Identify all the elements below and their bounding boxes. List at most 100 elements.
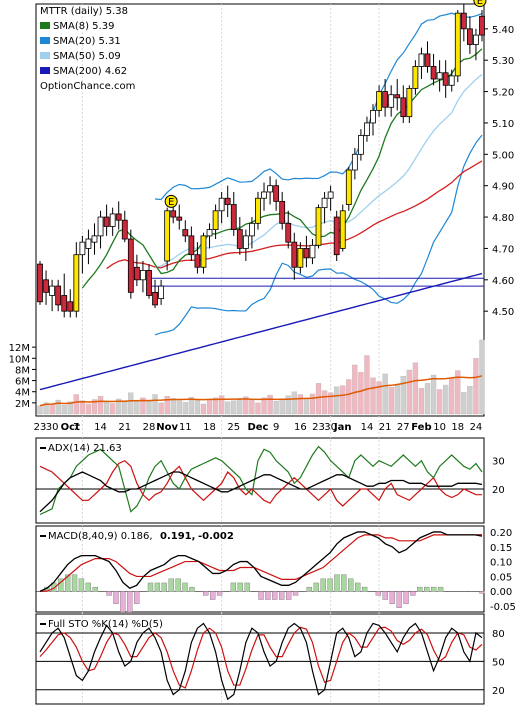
volume-bar: [158, 402, 164, 415]
volume-bar: [237, 398, 243, 415]
candle-body: [115, 213, 122, 221]
volume-bar: [334, 386, 340, 415]
price-tick-label: 4.80: [492, 213, 514, 224]
macd-histogram-bar: [99, 591, 105, 592]
candle-body: [230, 204, 237, 231]
macd-histogram-bar: [251, 591, 257, 592]
macd-histogram-bar: [361, 586, 368, 592]
macd-histogram-bar: [161, 582, 167, 592]
macd-label: MACD(8,40,9) 0.186,: [48, 531, 153, 542]
volume-bar: [297, 394, 304, 415]
macd-histogram-bar: [403, 591, 409, 604]
candle-body: [37, 263, 43, 303]
volume-bar: [364, 355, 370, 415]
x-axis-label: 10: [433, 422, 446, 433]
macd-histogram-bar: [396, 591, 402, 608]
volume-bar: [436, 389, 443, 415]
macd-histogram-bar: [410, 591, 416, 596]
volume-bar: [128, 392, 134, 415]
volume-bar: [55, 399, 61, 415]
candle-body: [436, 72, 443, 80]
volume-tick-label: 4M: [15, 388, 30, 399]
macd-histogram-bar: [210, 591, 216, 600]
candle-body: [358, 135, 364, 155]
price-tick-label: 5.10: [492, 119, 514, 130]
candle-body: [273, 185, 280, 202]
adx-panel-frame: [35, 437, 485, 524]
minus-di-line: [39, 459, 482, 507]
macd-histogram-bar: [368, 591, 375, 592]
candle-body: [224, 197, 231, 205]
price-tick-label: 5.00: [492, 150, 514, 161]
candle-body: [297, 248, 304, 268]
volume-bar: [61, 404, 67, 415]
x-axis-label: 14: [361, 422, 374, 433]
volume-bar: [67, 401, 73, 415]
candle-body: [267, 185, 273, 193]
macd-histogram-bar: [458, 591, 464, 592]
candle-body: [152, 291, 158, 306]
candle-body: [249, 222, 255, 237]
legend-label: SMA(50) 5.09: [53, 51, 121, 62]
price-tick-label: 4.60: [492, 276, 514, 287]
candle-body: [321, 197, 328, 209]
volume-bar: [225, 401, 231, 415]
earnings-marker-label: E: [168, 197, 174, 208]
candle-body: [454, 12, 461, 77]
candle-body: [364, 122, 370, 136]
candle-body: [376, 91, 382, 111]
legend-swatch: [40, 37, 50, 44]
legend-label: OptionChance.com: [40, 81, 135, 92]
candle-body: [121, 219, 128, 240]
volume-bar: [110, 403, 116, 415]
candle-body: [158, 285, 164, 300]
sto-k-line: [39, 622, 483, 701]
macd-histogram-bar: [147, 582, 154, 592]
candle-body: [140, 269, 146, 281]
candle-body: [61, 295, 68, 312]
macd-histogram-bar: [106, 591, 112, 596]
candle-body: [261, 191, 267, 199]
volume-bar: [212, 397, 219, 415]
candle-body: [448, 75, 455, 86]
candle-body: [79, 241, 86, 256]
volume-bar: [206, 399, 213, 415]
volume-bar: [461, 392, 467, 415]
macd-histogram-bar: [85, 582, 91, 592]
candle-body: [127, 238, 134, 293]
macd-tick-label: 0.00: [490, 587, 512, 598]
candle-body: [473, 34, 479, 45]
volume-bar: [279, 398, 285, 415]
volume-bar: [309, 393, 316, 415]
macd-histogram-bar: [320, 578, 326, 592]
x-axis-label: 30: [46, 422, 59, 433]
volume-average-line: [39, 375, 483, 407]
volume-bar: [103, 401, 110, 415]
x-axis-label: 23: [34, 422, 47, 433]
candle-body: [67, 301, 74, 312]
candle-body: [200, 235, 207, 268]
candle-body: [49, 285, 56, 296]
volume-bar: [43, 402, 49, 415]
macd-histogram-bar: [258, 591, 264, 600]
volume-tick-label: 8M: [15, 365, 30, 376]
candle-body: [400, 97, 407, 118]
macd-histogram-bar: [78, 578, 85, 592]
macd-histogram-bar: [272, 591, 278, 600]
volume-bar: [303, 398, 310, 415]
candle-body: [388, 94, 395, 108]
volume-bar: [273, 401, 279, 415]
volume-bar: [443, 384, 449, 415]
candle-body: [206, 229, 213, 237]
macd-histogram-bar: [113, 591, 119, 604]
x-axis-label: 21: [379, 422, 392, 433]
volume-bar: [376, 381, 382, 415]
macd-histogram-bar: [299, 591, 306, 592]
x-axis-label: Oct: [61, 422, 80, 433]
volume-bar: [285, 395, 291, 415]
volume-bar: [291, 391, 297, 415]
candle-body: [188, 235, 195, 256]
volume-bar: [358, 372, 364, 415]
